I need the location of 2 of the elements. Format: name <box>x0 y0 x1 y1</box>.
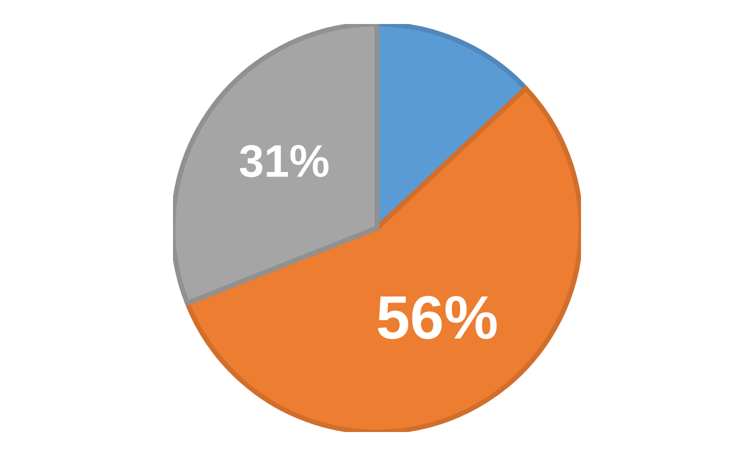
data-label: 31% <box>240 144 329 178</box>
data-label: 56% <box>378 296 497 340</box>
